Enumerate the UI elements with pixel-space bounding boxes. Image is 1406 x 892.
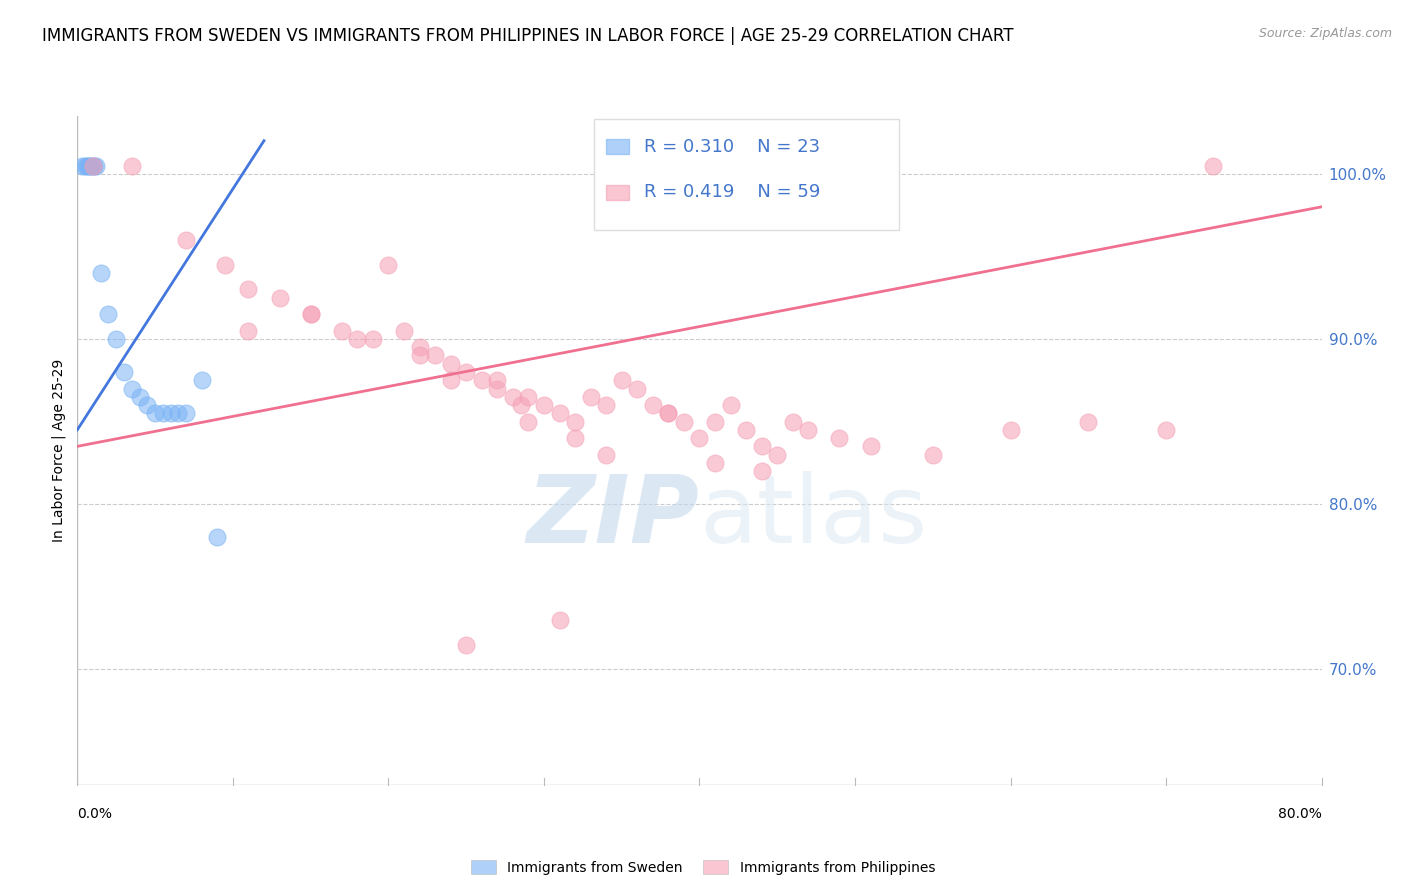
Text: 0.0%: 0.0%	[77, 807, 112, 822]
Point	[80, 159, 103, 173]
Point	[207, 530, 229, 544]
Point	[735, 423, 758, 437]
Point	[136, 398, 159, 412]
Point	[533, 398, 555, 412]
Text: R = 0.419    N = 59: R = 0.419 N = 59	[644, 183, 821, 202]
Point	[828, 431, 851, 445]
Point	[167, 406, 190, 420]
Point	[77, 159, 100, 173]
Point	[1000, 423, 1022, 437]
Text: ZIP: ZIP	[527, 471, 700, 564]
Point	[517, 415, 540, 429]
Point	[105, 332, 128, 346]
Legend: Immigrants from Sweden, Immigrants from Philippines: Immigrants from Sweden, Immigrants from …	[465, 855, 941, 880]
Point	[90, 266, 112, 280]
Point	[346, 332, 368, 346]
Point	[76, 159, 98, 173]
Point	[408, 349, 430, 363]
Point	[440, 357, 463, 371]
Point	[82, 159, 104, 173]
Point	[456, 365, 478, 379]
Point	[269, 291, 291, 305]
Point	[797, 423, 820, 437]
Point	[1077, 415, 1099, 429]
Point	[238, 324, 260, 338]
Point	[751, 439, 773, 453]
Text: R = 0.310    N = 23: R = 0.310 N = 23	[644, 137, 821, 156]
Point	[330, 324, 353, 338]
Point	[299, 307, 322, 321]
Point	[121, 159, 143, 173]
Point	[84, 159, 107, 173]
Point	[921, 448, 943, 462]
Point	[238, 282, 260, 296]
Point	[610, 373, 633, 387]
Point	[486, 382, 509, 396]
Point	[159, 406, 181, 420]
Point	[502, 390, 524, 404]
Point	[657, 406, 679, 420]
Point	[672, 415, 695, 429]
Point	[517, 390, 540, 404]
Point	[595, 398, 617, 412]
Point	[408, 340, 430, 354]
Point	[143, 406, 166, 420]
Point	[689, 431, 711, 445]
Point	[299, 307, 322, 321]
Text: IMMIGRANTS FROM SWEDEN VS IMMIGRANTS FROM PHILIPPINES IN LABOR FORCE | AGE 25-29: IMMIGRANTS FROM SWEDEN VS IMMIGRANTS FRO…	[42, 27, 1014, 45]
Point	[704, 415, 727, 429]
Point	[361, 332, 384, 346]
Point	[1202, 159, 1225, 173]
Point	[191, 373, 214, 387]
Point	[657, 406, 679, 420]
Point	[70, 159, 93, 173]
Point	[456, 638, 478, 652]
Point	[121, 382, 143, 396]
Point	[509, 398, 531, 412]
Point	[392, 324, 415, 338]
Point	[97, 307, 120, 321]
Point	[174, 406, 197, 420]
Point	[564, 415, 586, 429]
Text: 80.0%: 80.0%	[1278, 807, 1322, 822]
Point	[626, 382, 648, 396]
Point	[82, 159, 104, 173]
Point	[440, 373, 463, 387]
Point	[486, 373, 509, 387]
Text: atlas: atlas	[700, 471, 928, 564]
Point	[112, 365, 135, 379]
Y-axis label: In Labor Force | Age 25-29: In Labor Force | Age 25-29	[52, 359, 66, 542]
Point	[720, 398, 742, 412]
Point	[859, 439, 882, 453]
Point	[174, 233, 197, 247]
FancyBboxPatch shape	[593, 120, 898, 230]
Point	[782, 415, 804, 429]
Point	[75, 159, 97, 173]
Point	[423, 349, 446, 363]
Point	[751, 464, 773, 478]
Text: Source: ZipAtlas.com: Source: ZipAtlas.com	[1258, 27, 1392, 40]
Point	[83, 159, 105, 173]
Point	[471, 373, 494, 387]
Point	[377, 258, 399, 272]
Point	[641, 398, 664, 412]
Point	[564, 431, 586, 445]
Point	[152, 406, 174, 420]
Point	[704, 456, 727, 470]
Point	[214, 258, 236, 272]
Point	[595, 448, 617, 462]
Point	[579, 390, 602, 404]
FancyBboxPatch shape	[606, 139, 630, 154]
Point	[128, 390, 150, 404]
Point	[1154, 423, 1177, 437]
FancyBboxPatch shape	[606, 185, 630, 200]
Point	[79, 159, 101, 173]
Point	[548, 406, 571, 420]
Point	[548, 613, 571, 627]
Point	[766, 448, 789, 462]
